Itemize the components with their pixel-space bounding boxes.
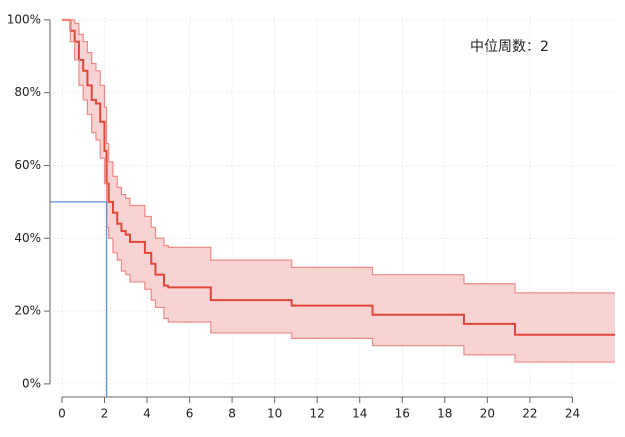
x-tick-label: 4: [143, 407, 151, 421]
median-annotation: 中位周数：2: [470, 39, 549, 55]
x-tick-label: 8: [228, 407, 236, 421]
x-tick-label: 16: [395, 407, 410, 421]
y-tick-label: 40%: [14, 231, 41, 245]
survival-line: [61, 18, 615, 336]
x-tick-label: 6: [186, 407, 194, 421]
x-tick-label: 24: [565, 407, 580, 421]
y-tick-label: 0%: [22, 376, 41, 390]
y-tick-label: 80%: [14, 85, 41, 99]
y-tick-label: 60%: [14, 158, 41, 172]
x-tick-label: 20: [480, 407, 495, 421]
x-tick-label: 18: [437, 407, 452, 421]
ci-band: [61, 19, 615, 363]
ci-line: [61, 19, 615, 363]
x-tick-label: 12: [310, 407, 325, 421]
y-tick-label: 20%: [14, 304, 41, 318]
x-tick-label: 2: [101, 407, 109, 421]
x-tick-label: 10: [267, 407, 282, 421]
x-tick-label: 22: [522, 407, 537, 421]
x-tick-label: 14: [352, 407, 367, 421]
ci-line: [61, 19, 615, 294]
y-tick-label: 100%: [7, 12, 41, 26]
x-tick-label: 0: [58, 407, 66, 421]
